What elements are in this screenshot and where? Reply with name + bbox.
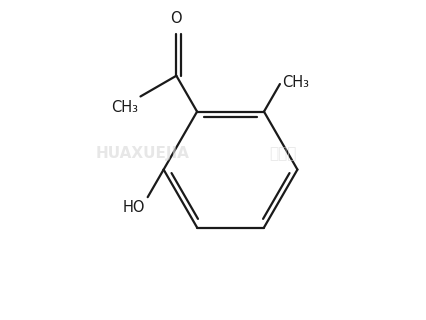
- Text: O: O: [170, 11, 182, 26]
- Text: HUAXUEJIA: HUAXUEJIA: [96, 146, 190, 161]
- Text: HO: HO: [123, 200, 145, 215]
- Text: 化学加: 化学加: [269, 146, 297, 161]
- Text: CH₃: CH₃: [282, 75, 309, 90]
- Text: CH₃: CH₃: [111, 100, 138, 115]
